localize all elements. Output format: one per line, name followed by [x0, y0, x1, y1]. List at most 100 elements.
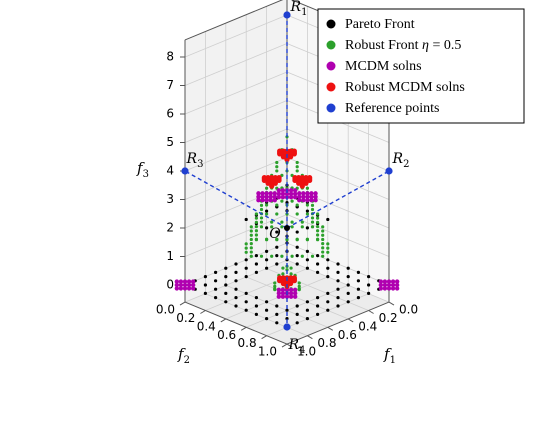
reference-line [286, 170, 390, 229]
pareto-point [234, 270, 238, 274]
pareto-point [326, 275, 330, 279]
mcdm-point [386, 282, 392, 288]
pareto-point [244, 275, 248, 279]
mcdm-point [190, 286, 196, 291]
mcdm-point [394, 286, 400, 291]
robust-front-point [285, 268, 289, 272]
pareto-point [295, 321, 299, 325]
robust-front-point [249, 225, 253, 229]
pareto-point [305, 317, 309, 321]
robust-front-point [254, 216, 258, 220]
pareto-point [326, 258, 330, 262]
robust-front-point [265, 212, 269, 216]
pareto-point [234, 287, 238, 291]
robust-front-point [273, 288, 277, 292]
reference-point-label: R2 [392, 151, 410, 170]
robust-front-point [249, 233, 253, 237]
robust-front-point [265, 203, 269, 207]
mcdm-point [301, 191, 306, 196]
grid-line [225, 276, 328, 320]
origin-point [284, 225, 290, 231]
robust-front-point [295, 237, 299, 241]
f3-tick-label: 4 [166, 164, 174, 178]
pareto-point [254, 254, 258, 258]
pareto-point [305, 249, 309, 253]
robust-front-point [290, 220, 294, 224]
pareto-point [214, 287, 218, 291]
pareto-point [295, 254, 299, 258]
robust-front-point [259, 203, 264, 207]
pareto-point [316, 262, 320, 266]
mcdm-point [276, 291, 282, 296]
f1-tick-label: 0.0 [399, 303, 418, 317]
mcdm-point [292, 191, 298, 196]
robust-front-point [281, 272, 285, 276]
pareto-point [356, 270, 360, 274]
robust-front-point [316, 220, 320, 224]
robust-mcdm-point [261, 177, 267, 184]
robust-front-point [273, 281, 277, 285]
robust-front-point [290, 254, 294, 258]
robust-front-point [310, 220, 315, 224]
pareto-point [367, 283, 371, 287]
pareto-point [275, 230, 279, 234]
mcdm-point [264, 194, 269, 199]
axis-edge [286, 301, 390, 345]
mcdm-point [182, 279, 188, 284]
mcdm-point [186, 279, 192, 284]
robust-front-point [289, 266, 293, 270]
pareto-point [326, 266, 330, 270]
legend-marker [326, 61, 336, 71]
robust-front-point [316, 233, 320, 237]
f1-tick-label: 0.2 [379, 311, 398, 325]
pareto-point [275, 321, 279, 325]
mcdm-point [288, 195, 294, 200]
robust-front-point [290, 225, 294, 229]
mcdm-point [280, 191, 286, 196]
robust-front-point [265, 186, 269, 190]
robust-front-point [275, 237, 279, 241]
robust-front-point [305, 212, 309, 216]
tick-mark [307, 335, 313, 340]
pareto-point [234, 262, 238, 266]
robust-front-point [321, 254, 325, 258]
pareto-point [336, 270, 340, 274]
grid-line [184, 128, 288, 172]
robust-front-point [316, 229, 320, 233]
tick-mark [179, 301, 186, 306]
mcdm-point [182, 286, 188, 291]
mcdm-point [378, 279, 384, 284]
data-series [174, 135, 400, 329]
f3-tick-label: 1 [166, 249, 174, 263]
pareto-point [305, 308, 309, 312]
tick-mark [261, 335, 267, 340]
pareto-point [234, 296, 238, 300]
robust-front-point [249, 237, 253, 242]
pareto-point [265, 258, 269, 262]
robust-front-point [273, 284, 277, 288]
robust-front-point [280, 254, 284, 258]
f3-tick-label: 6 [166, 107, 174, 121]
pareto-point [265, 266, 269, 270]
robust-mcdm-point [265, 180, 271, 186]
mcdm-point [268, 194, 273, 199]
mcdm-point [276, 188, 282, 193]
mcdm-point [288, 188, 294, 193]
mcdm-point [256, 194, 261, 199]
pareto-point [285, 201, 289, 205]
mcdm-point [284, 294, 290, 299]
robust-front-point [295, 165, 299, 169]
pareto-point [203, 275, 207, 279]
pareto-point [305, 300, 309, 304]
mcdm-point [288, 287, 294, 293]
robust-front-point [270, 220, 274, 224]
robust-front-point [321, 229, 325, 233]
mcdm-point [190, 279, 196, 284]
robust-front-point [297, 281, 301, 285]
mcdm-point [256, 191, 261, 196]
mcdm-point [174, 279, 180, 284]
robust-front-point [254, 233, 258, 237]
pareto-point [326, 217, 330, 222]
mcdm-point [178, 279, 184, 284]
mcdm-point [276, 195, 282, 200]
